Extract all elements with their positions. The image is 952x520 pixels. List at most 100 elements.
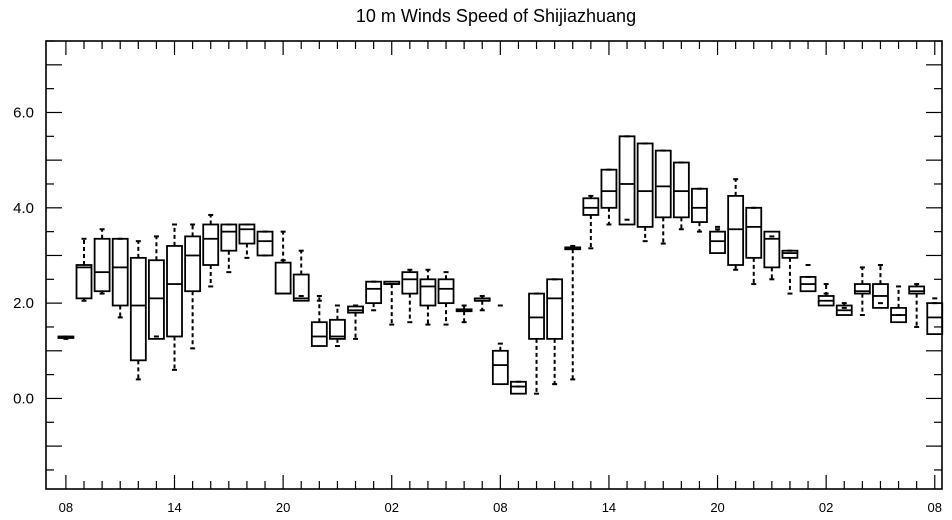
box-body: [419, 278, 437, 307]
box-item: [347, 304, 364, 340]
x-tick-label: 02: [819, 500, 833, 515]
box-body: [528, 292, 545, 340]
box-item: [455, 304, 473, 324]
box-item: [528, 292, 545, 395]
box-item: [636, 142, 654, 243]
box-body: [709, 230, 726, 254]
box-item: [310, 294, 328, 347]
box-item: [872, 264, 889, 309]
x-tick-label: 02: [384, 500, 398, 515]
box-item: [166, 223, 183, 371]
box-body: [365, 280, 383, 305]
box-body: [853, 283, 871, 295]
box-item: [256, 230, 274, 257]
box-item: [292, 249, 310, 302]
box-body: [220, 223, 238, 252]
box-body: [781, 249, 799, 259]
box-item: [57, 335, 75, 340]
box-body: [329, 318, 346, 340]
box-item: [238, 223, 256, 259]
box-item: [582, 194, 600, 250]
box-item: [564, 244, 582, 381]
plot-area-frame: [45, 40, 943, 490]
box-item: [148, 235, 165, 340]
box-body: [745, 206, 763, 259]
box-item: [220, 223, 238, 274]
box-body: [184, 235, 202, 293]
box-item: [546, 278, 564, 386]
box-item: [890, 285, 907, 324]
box-item: [763, 230, 781, 281]
box-series: [57, 135, 944, 395]
y-tick-label: 4.0: [13, 200, 34, 217]
box-item: [672, 161, 690, 231]
x-tick-label: 14: [167, 500, 181, 515]
box-item: [510, 380, 527, 395]
y-tick-label: 0.0: [13, 390, 34, 407]
box-body: [238, 223, 256, 245]
box-item: [383, 280, 401, 326]
box-item: [709, 225, 726, 254]
box-item: [419, 268, 437, 326]
box-item: [365, 280, 383, 312]
box-item: [491, 304, 509, 386]
x-axis: 08 14 20 02 08 14 20 02 08: [59, 41, 942, 515]
box-body: [75, 264, 93, 300]
chart-title: 10 m Winds Speed of Shijiazhuang: [356, 6, 636, 26]
box-item: [329, 304, 346, 348]
box-body: [148, 259, 165, 340]
y-tick-label: 6.0: [13, 104, 34, 121]
box-item: [401, 268, 419, 324]
box-item: [926, 297, 944, 336]
box-item: [473, 294, 491, 312]
y-axis: 0.0 2.0 4.0 6.0: [13, 40, 942, 471]
box-body: [510, 380, 527, 395]
box-item: [600, 168, 618, 226]
x-tick-label: 08: [493, 500, 507, 515]
box-body: [672, 161, 690, 219]
box-body: [401, 271, 419, 295]
box-body: [546, 278, 564, 340]
box-body: [636, 142, 654, 228]
box-item: [727, 178, 745, 271]
x-tick-label: 08: [59, 500, 73, 515]
box-body: [908, 285, 926, 295]
box-item: [835, 302, 853, 316]
box-item: [274, 230, 292, 295]
box-body: [582, 197, 600, 216]
y-tick-label: 2.0: [13, 295, 34, 312]
box-body: [654, 149, 672, 219]
box-body: [691, 187, 708, 224]
box-item: [745, 206, 763, 286]
box-item: [202, 213, 220, 288]
box-item: [111, 237, 129, 319]
box-item: [93, 228, 111, 295]
box-body: [111, 237, 129, 307]
x-tick-label: 14: [602, 500, 616, 515]
x-tick-label: 20: [710, 500, 724, 515]
box-item: [817, 283, 835, 307]
box-body: [437, 278, 455, 305]
box-item: [799, 264, 817, 293]
box-item: [618, 135, 636, 226]
x-tick-label: 08: [928, 500, 942, 515]
box-item: [184, 223, 202, 350]
box-body: [274, 261, 292, 295]
box-body: [727, 194, 745, 266]
box-item: [129, 240, 147, 381]
box-body: [618, 135, 636, 226]
box-body: [129, 256, 147, 362]
box-body: [491, 349, 509, 386]
box-item: [654, 149, 672, 245]
box-item: [853, 266, 871, 317]
x-tick-label: 20: [276, 500, 290, 515]
box-body: [166, 245, 183, 338]
box-body: [600, 168, 618, 209]
box-body: [93, 237, 111, 293]
box-item: [691, 187, 708, 233]
box-body: [310, 321, 328, 347]
box-item: [908, 283, 926, 328]
box-body: [256, 230, 274, 257]
box-item: [75, 237, 93, 302]
